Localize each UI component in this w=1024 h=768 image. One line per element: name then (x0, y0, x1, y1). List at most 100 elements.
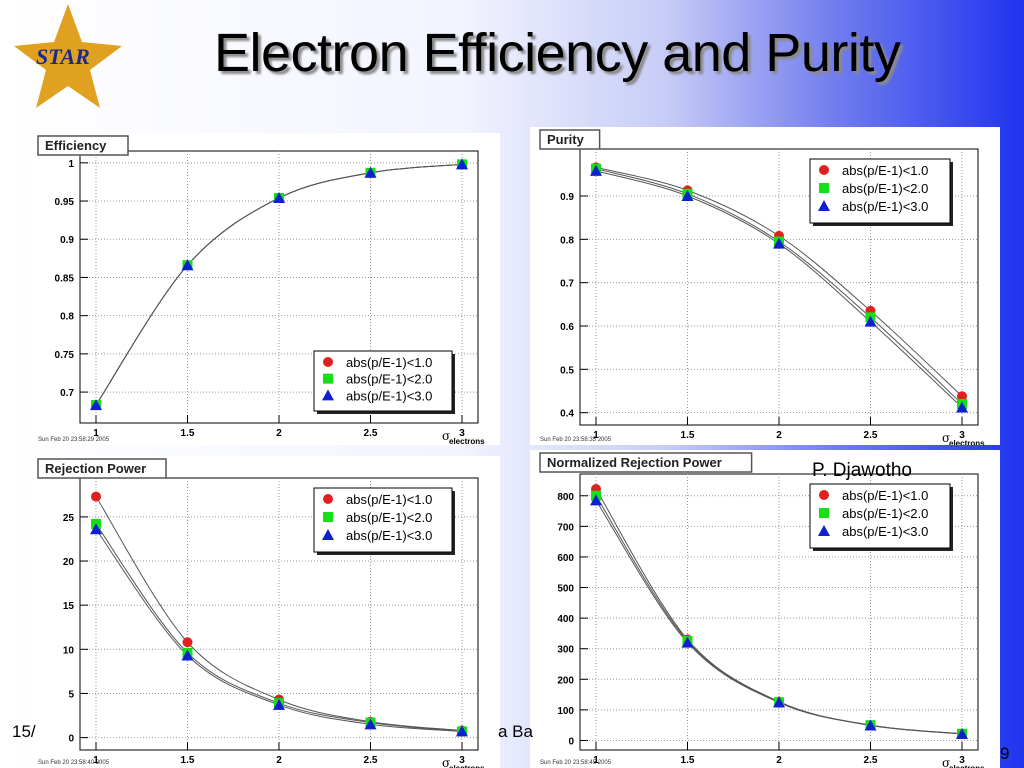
chart-title: Efficiency (45, 138, 107, 153)
y-tick-label: 0.5 (560, 365, 574, 376)
author-name: P. Djawotho (812, 460, 912, 481)
x-axis-label-subscript: electrons (449, 437, 485, 445)
fit-curve (95, 163, 463, 406)
y-tick-label: 500 (557, 584, 574, 595)
y-tick-label: 0.9 (60, 235, 74, 246)
legend-label: abs(p/E-1)<1.0 (346, 355, 432, 370)
chart-timestamp: Sun Feb 20 23:58:35 2005 (540, 437, 612, 443)
y-tick-label: 20 (63, 557, 75, 568)
data-point (456, 725, 468, 737)
legend-label: abs(p/E-1)<1.0 (346, 492, 432, 507)
x-tick-label: 3 (959, 755, 965, 766)
y-tick-label: 0.85 (55, 273, 75, 284)
normalized-rejection-power-plot-panel: 1 1.5 2 2.5 3 0 100 200 300 400 500 600 700 800 Normal… (530, 450, 1000, 768)
x-axis-label-symbol: σ (442, 429, 450, 443)
y-tick-label: 100 (557, 706, 574, 717)
data-point (864, 315, 877, 327)
legend-label: abs(p/E-1)<2.0 (842, 181, 928, 196)
x-axis-label-symbol: σ (442, 756, 450, 768)
slide-title: Electron Efficiency and Purity (214, 23, 901, 83)
legend-marker (819, 165, 829, 175)
legend-label: abs(p/E-1)<2.0 (346, 510, 432, 525)
x-tick-label: 1 (93, 428, 99, 439)
data-point (273, 191, 285, 203)
fit-curve (95, 528, 463, 732)
data-point (90, 523, 102, 535)
legend-marker (818, 525, 830, 536)
y-tick-label: 400 (557, 614, 574, 625)
data-point (181, 649, 194, 661)
x-tick-label: 1 (93, 755, 99, 766)
efficiency-plot-panel: 1 1.5 2 2.5 3 0.7 0.75 0.8 0.85 0.9 0.95 1 Efficienc… (28, 133, 500, 445)
chart-title-box (539, 452, 753, 473)
legend-label: abs(p/E-1)<1.0 (842, 163, 928, 178)
x-axis-label-symbol: σ (942, 756, 950, 768)
data-point (364, 166, 377, 178)
chart-title-box (37, 135, 129, 156)
chart-svg: 1 1.5 2 2.5 3 0 100 200 300 400 500 600 700 800 Normal… (539, 452, 985, 768)
legend-label: abs(p/E-1)<2.0 (842, 506, 928, 521)
rejection-power-plot-panel: 1 1.5 2 2.5 3 0 5 10 15 20 25 Rejection Power abs(p/… (28, 456, 500, 768)
y-tick-label: 15 (63, 601, 75, 612)
legend-marker (818, 200, 830, 211)
legend-marker (323, 494, 333, 504)
legend-label: abs(p/E-1)<3.0 (842, 199, 928, 214)
legend-label: abs(p/E-1)<1.0 (842, 488, 928, 503)
y-tick-label: 0.75 (55, 350, 75, 361)
chart-title: Purity (547, 132, 585, 147)
legend-label: abs(p/E-1)<2.0 (346, 372, 432, 387)
legend-label: abs(p/E-1)<3.0 (842, 524, 928, 539)
data-point (91, 491, 101, 502)
x-tick-label: 1.5 (681, 755, 695, 766)
data-point (182, 637, 193, 648)
x-tick-label: 2 (276, 755, 282, 766)
footer-text: a Ba (498, 722, 533, 741)
y-tick-label: 5 (68, 689, 74, 700)
data-point (456, 158, 468, 170)
chart-title-box (37, 458, 167, 479)
x-tick-label: 1 (593, 755, 599, 766)
x-tick-label: 1 (593, 430, 599, 441)
data-point (181, 259, 194, 271)
legend-label: abs(p/E-1)<3.0 (346, 528, 432, 543)
data-point (773, 696, 785, 708)
x-tick-label: 3 (959, 430, 965, 441)
data-point (957, 391, 967, 402)
data-point (273, 698, 285, 710)
legend-box (313, 487, 453, 553)
legend-marker (819, 183, 829, 193)
x-tick-label: 3 (459, 755, 465, 766)
y-tick-label: 0.7 (560, 279, 574, 290)
legend-box (809, 483, 951, 549)
fit-curve (95, 496, 463, 732)
y-tick-label: 0.4 (560, 409, 574, 420)
chart-svg: 1 1.5 2 2.5 3 0.7 0.75 0.8 0.85 0.9 0.95 1 Efficienc… (37, 135, 485, 445)
y-tick-label: 700 (557, 522, 574, 533)
x-tick-label: 1.5 (181, 428, 195, 439)
legend-marker (323, 357, 333, 367)
x-axis-label-subscript: electrons (449, 764, 485, 768)
y-tick-label: 0.6 (560, 322, 574, 333)
x-tick-label: 2 (276, 428, 282, 439)
chart-title: Normalized Rejection Power (547, 455, 722, 470)
y-tick-label: 0.7 (60, 388, 74, 399)
fit-curve (95, 523, 463, 732)
data-point (90, 399, 102, 411)
y-tick-label: 300 (557, 645, 574, 656)
y-tick-label: 25 (63, 513, 75, 524)
y-tick-label: 0 (68, 734, 74, 745)
data-point (681, 636, 694, 648)
y-tick-label: 800 (557, 492, 574, 503)
x-tick-label: 2.5 (364, 428, 378, 439)
y-tick-label: 0.8 (60, 312, 74, 323)
x-axis-label-subscript: electrons (949, 439, 985, 445)
data-point (590, 164, 602, 176)
data-point (773, 237, 785, 249)
chart-svg: 1 1.5 2 2.5 3 0 5 10 15 20 25 Rejection Power abs(p/… (37, 458, 485, 768)
legend-marker (322, 389, 334, 401)
x-axis-label-subscript: electrons (949, 764, 985, 768)
chart-timestamp: Sun Feb 20 23:58:40 2005 (38, 760, 110, 766)
y-tick-label: 0.9 (560, 192, 574, 203)
legend-box (809, 158, 951, 224)
x-tick-label: 1.5 (681, 430, 695, 441)
